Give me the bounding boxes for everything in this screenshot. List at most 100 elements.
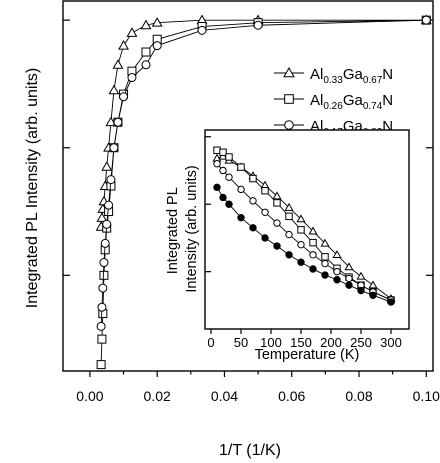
main-data-point xyxy=(104,200,114,210)
main-data-point xyxy=(96,321,106,331)
inset-data-point xyxy=(297,258,305,266)
inset-x-tick-label: 200 xyxy=(320,335,342,350)
inset-y-axis-label-line-1: Integrated PL xyxy=(165,187,181,274)
inset-data-point xyxy=(219,193,227,202)
legend-text-part: N xyxy=(382,92,393,109)
main-data-point xyxy=(102,219,112,229)
inset-data-point xyxy=(237,163,245,171)
inset-x-tick-label: 250 xyxy=(350,335,372,350)
inset-data-point xyxy=(273,199,281,207)
legend-marker xyxy=(284,120,294,130)
main-x-tick-label: 0.06 xyxy=(278,388,305,404)
inset-y-axis-label: Integrated PL Intensity (arb. units) xyxy=(165,165,200,292)
main-data-point xyxy=(421,15,431,25)
legend-text-part: Al xyxy=(310,66,323,83)
inset-data-point xyxy=(369,291,377,299)
main-data-point xyxy=(119,92,129,102)
inset-x-tick-label: 300 xyxy=(380,335,402,350)
main-data-point xyxy=(97,302,107,312)
legend-text-part: Ga xyxy=(343,92,364,109)
inset-series-line xyxy=(216,149,392,301)
inset-data-point xyxy=(333,276,341,284)
main-data-point xyxy=(96,212,108,222)
main-data-point xyxy=(141,60,151,70)
main-data-point xyxy=(253,20,263,30)
inset-data-point xyxy=(308,226,318,235)
inset-y-axis-label-line-2: Intensity (arb. units) xyxy=(184,165,200,292)
inset-x-axis-label: Temperature (K) xyxy=(255,347,360,363)
inset-data-point xyxy=(285,212,293,221)
main-data-point xyxy=(100,238,110,248)
inset-data-point xyxy=(219,166,227,175)
inset-y-ticks xyxy=(205,136,211,273)
inset-data-point xyxy=(387,298,395,306)
main-data-point xyxy=(152,41,162,51)
inset-data-point xyxy=(213,160,221,168)
inset-series-line xyxy=(216,155,392,300)
inset-data-point xyxy=(285,251,293,259)
main-data-point xyxy=(151,17,163,27)
main-data-point xyxy=(106,175,116,185)
inset-data-point xyxy=(249,224,257,232)
inset-data-point xyxy=(297,226,305,234)
inset-data-point xyxy=(357,286,365,295)
inset-data-point xyxy=(297,240,305,249)
legend-text-part: N xyxy=(382,66,393,83)
inset-data-point xyxy=(249,197,257,205)
inset-series-line xyxy=(216,163,392,301)
main-data-point xyxy=(197,25,207,35)
inset-data-point xyxy=(345,281,353,289)
main-data-point xyxy=(109,143,119,153)
main-plot-frame xyxy=(62,0,434,372)
inset-data-point xyxy=(225,153,233,161)
inset-data-point xyxy=(261,208,269,216)
main-x-tick-label: 0.02 xyxy=(144,388,171,404)
main-data-point xyxy=(126,27,138,37)
main-data-point xyxy=(141,47,151,57)
legend-marker xyxy=(283,67,295,78)
inset-x-tick-label: 100 xyxy=(260,335,282,350)
inset-data-point xyxy=(237,213,245,222)
inset-data-point xyxy=(237,185,245,194)
inset-data-point xyxy=(332,250,342,259)
main-data-point xyxy=(105,116,117,127)
main-data-point xyxy=(97,334,107,344)
inset-data-point xyxy=(333,267,341,276)
inset-data-point xyxy=(321,253,329,261)
legend-item: Al0.33Ga0.67N xyxy=(274,66,393,86)
inset-data-point xyxy=(213,183,221,192)
legend-subscript: 0.26 xyxy=(323,101,343,112)
legend-text-part: Ga xyxy=(343,66,364,83)
inset-data-point xyxy=(309,238,317,247)
inset-data-point xyxy=(249,174,257,183)
main-x-tick-label: 0.10 xyxy=(413,388,440,404)
inset-x-tick-label: 50 xyxy=(234,335,248,350)
inset-series-line xyxy=(216,187,392,303)
main-data-point xyxy=(127,73,137,83)
inset-data-point xyxy=(309,265,317,273)
inset-data-point xyxy=(285,230,293,239)
main-data-point xyxy=(101,161,113,171)
main-x-ticks: 0.00 0.02 0.04 0.06 0.08 0.10 xyxy=(76,371,440,404)
inset-data-point xyxy=(261,187,269,195)
inset-series-group xyxy=(212,146,396,306)
inset-x-tick-label: 150 xyxy=(290,335,312,350)
inset-data-point xyxy=(321,271,329,279)
inset-data-point xyxy=(273,242,281,250)
legend-item: Al0.26Ga0.74N xyxy=(274,92,393,112)
inset-data-point xyxy=(213,146,221,154)
inset-data-point xyxy=(261,234,269,242)
inset-data-point xyxy=(344,262,354,271)
main-x-tick-label: 0.00 xyxy=(76,388,103,404)
main-series-1 xyxy=(95,14,432,231)
inset-x-ticks: 0 50 100 150 200 250 300 xyxy=(207,329,402,350)
legend-text-part: N xyxy=(382,118,393,135)
inset-data-point xyxy=(272,191,282,200)
main-data-point xyxy=(98,283,108,293)
legend-subscript: 0.74 xyxy=(363,101,383,112)
legend-text-part: Al xyxy=(310,92,323,109)
inset-data-point xyxy=(356,271,366,280)
inset-chart: 0 50 100 150 200 250 300 Temperature (K) Integ… xyxy=(165,129,410,363)
main-x-axis-label: 1/T (1/K) xyxy=(219,442,281,459)
main-y-axis-label: Integrated PL Intensity (arb. units) xyxy=(24,68,41,308)
